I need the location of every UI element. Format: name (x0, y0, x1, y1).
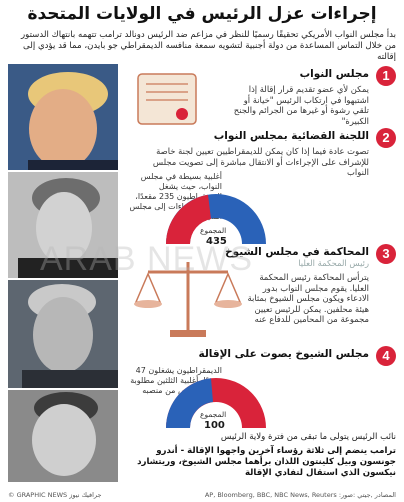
step-1: 1 مجلس النواب يمكن لأي عضو تقديم قرار إق… (128, 66, 396, 136)
senate-vote-note: الديمقراطيون يشغلون 47 مقعدًا. أغلبية ال… (130, 366, 222, 395)
house-total: 435 (206, 236, 227, 247)
page-title: إجراءات عزل الرئيس في الولايات المتحدة (27, 4, 377, 24)
step-subtitle-faded: رئيس المحكمة العليا (298, 258, 369, 268)
after-note: نائب الرئيس يتولى ما تبقى من فترة ولاية … (220, 432, 396, 442)
scroll-document-icon (137, 73, 197, 125)
step-number: 2 (376, 128, 396, 148)
portrait-3-icon (8, 280, 118, 388)
step-number: 4 (376, 346, 396, 366)
house-total-label: المجموع (200, 226, 227, 235)
senate-total-label: المجموع (200, 410, 227, 419)
footer-text: ترامب ينضم إلى ثلاثة رؤساء آخرين واجهوا … (137, 446, 396, 478)
step-number: 3 (376, 244, 396, 264)
intro-text: بدأ مجلس النواب الأمريكي تحقيقًا رسميًا … (21, 30, 396, 62)
gauge-republicans-arc (166, 194, 211, 244)
step-title: المحاكمة في مجلس الشيوخ (225, 246, 369, 258)
gauge-democrats-arc (165, 378, 213, 428)
scales-of-justice-icon (134, 262, 242, 337)
credit-right: AP, Bloomberg, BBC, NBC News, Reuters :ا… (204, 491, 396, 499)
step-body: يترأس المحاكمة رئيس المحكمة العليا. يقوم… (247, 272, 369, 324)
credit-left: © GRAPHIC NEWS جرافيك نيوز (8, 491, 102, 499)
portrait-2-icon (8, 172, 118, 278)
house-seats-gauge (166, 194, 266, 244)
step-2: 2 اللجنة القضائية بمجلس النواب تصوت عادة… (128, 128, 396, 262)
photo-nixon (8, 390, 118, 482)
step-body: تصوت عادة فيما إذا كان يمكن للديمقراطيين… (152, 146, 369, 177)
photo-johnson (8, 172, 118, 278)
step-title: مجلس الشيوخ يصوت على الإقالة (198, 348, 369, 360)
step-3: 3 المحاكمة في مجلس الشيوخ رئيس المحكمة ا… (128, 244, 396, 344)
credit-line: © GRAPHIC NEWS جرافيك نيوز AP, Bloomberg… (8, 491, 396, 499)
senate-total: 100 (204, 420, 225, 431)
portrait-1-icon (8, 64, 118, 170)
step-title: اللجنة القضائية بمجلس النواب (213, 130, 369, 142)
portrait-4-icon (8, 390, 118, 482)
step-body: يمكن لأي عضو تقديم قرار إقالة إذا اشتبهو… (233, 84, 369, 126)
senate-seats-gauge (165, 378, 266, 428)
step-number: 1 (376, 66, 396, 86)
photo-trump (8, 64, 118, 170)
step-4: 4 مجلس الشيوخ يصوت على الإقالة الديمقراط… (128, 346, 396, 428)
step-title: مجلس النواب (299, 68, 369, 80)
photo-clinton (8, 280, 118, 388)
